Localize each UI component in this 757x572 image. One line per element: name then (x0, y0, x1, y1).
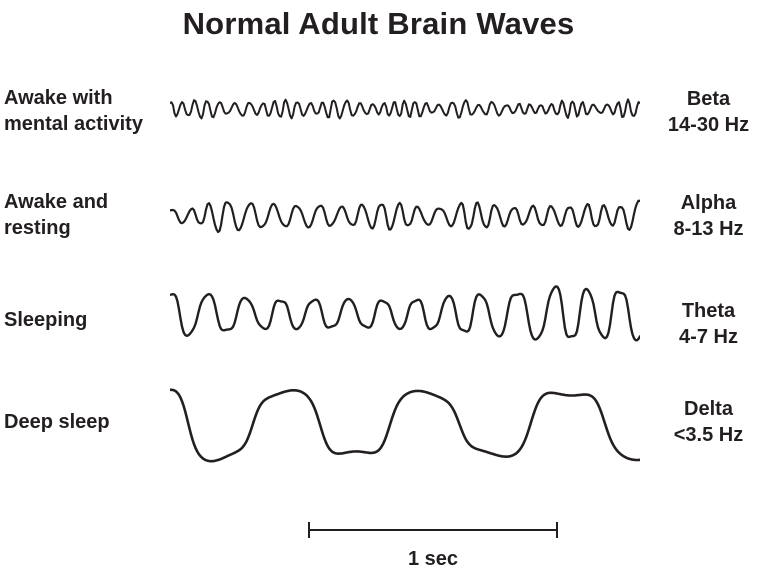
state-label-line1: Awake and (4, 191, 109, 213)
band-label-delta: Delta <3.5 Hz (660, 396, 757, 448)
band-label-theta: Theta 4-7 Hz (660, 298, 757, 350)
delta-wave-trace (170, 388, 640, 463)
band-name: Delta (684, 398, 733, 420)
band-frequency: 14-30 Hz (667, 114, 750, 136)
theta-wave-trace (170, 285, 640, 342)
band-frequency: <3.5 Hz (673, 424, 744, 446)
state-label-line2: resting (4, 217, 71, 239)
state-label-line1: Deep sleep (4, 411, 110, 433)
figure-title: Normal Adult Brain Waves (182, 6, 575, 41)
state-label-line1: Awake with (4, 87, 113, 109)
band-label-beta: Beta 14-30 Hz (660, 86, 757, 138)
scale-bar-line (308, 529, 558, 531)
state-label-delta: Deep sleep (4, 409, 172, 435)
band-frequency: 4-7 Hz (679, 326, 738, 348)
state-label-beta: Awake with mental activity (4, 85, 172, 137)
band-name: Theta (681, 300, 736, 322)
state-label-alpha: Awake and resting (4, 189, 172, 241)
alpha-wave-trace (170, 199, 640, 234)
band-name: Beta (686, 88, 731, 110)
scale-bar-right-tick (556, 522, 558, 538)
band-frequency: 8-13 Hz (673, 218, 744, 240)
band-name: Alpha (680, 192, 737, 214)
time-scale-bar (308, 522, 558, 538)
band-label-alpha: Alpha 8-13 Hz (660, 190, 757, 242)
beta-wave-trace (170, 98, 640, 120)
state-label-theta: Sleeping (4, 307, 172, 333)
state-label-line2: mental activity (4, 113, 143, 135)
state-label-line1: Sleeping (4, 309, 88, 331)
scale-bar-label: 1 sec (407, 548, 459, 570)
